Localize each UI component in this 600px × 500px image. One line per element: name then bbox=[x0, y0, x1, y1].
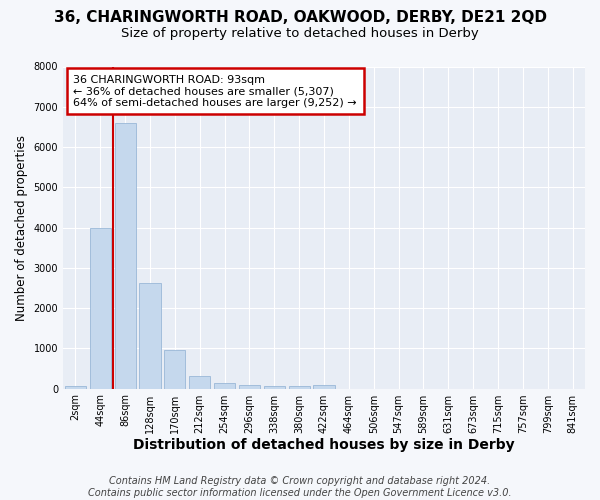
Text: Size of property relative to detached houses in Derby: Size of property relative to detached ho… bbox=[121, 28, 479, 40]
X-axis label: Distribution of detached houses by size in Derby: Distribution of detached houses by size … bbox=[133, 438, 515, 452]
Bar bbox=[65, 386, 86, 388]
Text: 36 CHARINGWORTH ROAD: 93sqm
← 36% of detached houses are smaller (5,307)
64% of : 36 CHARINGWORTH ROAD: 93sqm ← 36% of det… bbox=[73, 74, 357, 108]
Bar bbox=[214, 384, 235, 388]
Y-axis label: Number of detached properties: Number of detached properties bbox=[15, 134, 28, 320]
Bar bbox=[264, 386, 285, 388]
Bar bbox=[139, 283, 161, 389]
Bar bbox=[115, 123, 136, 388]
Text: Contains HM Land Registry data © Crown copyright and database right 2024.
Contai: Contains HM Land Registry data © Crown c… bbox=[88, 476, 512, 498]
Bar bbox=[164, 350, 185, 389]
Bar bbox=[189, 376, 211, 388]
Bar bbox=[289, 386, 310, 388]
Bar bbox=[313, 384, 335, 388]
Bar bbox=[90, 228, 111, 388]
Text: 36, CHARINGWORTH ROAD, OAKWOOD, DERBY, DE21 2QD: 36, CHARINGWORTH ROAD, OAKWOOD, DERBY, D… bbox=[53, 10, 547, 25]
Bar bbox=[239, 385, 260, 388]
